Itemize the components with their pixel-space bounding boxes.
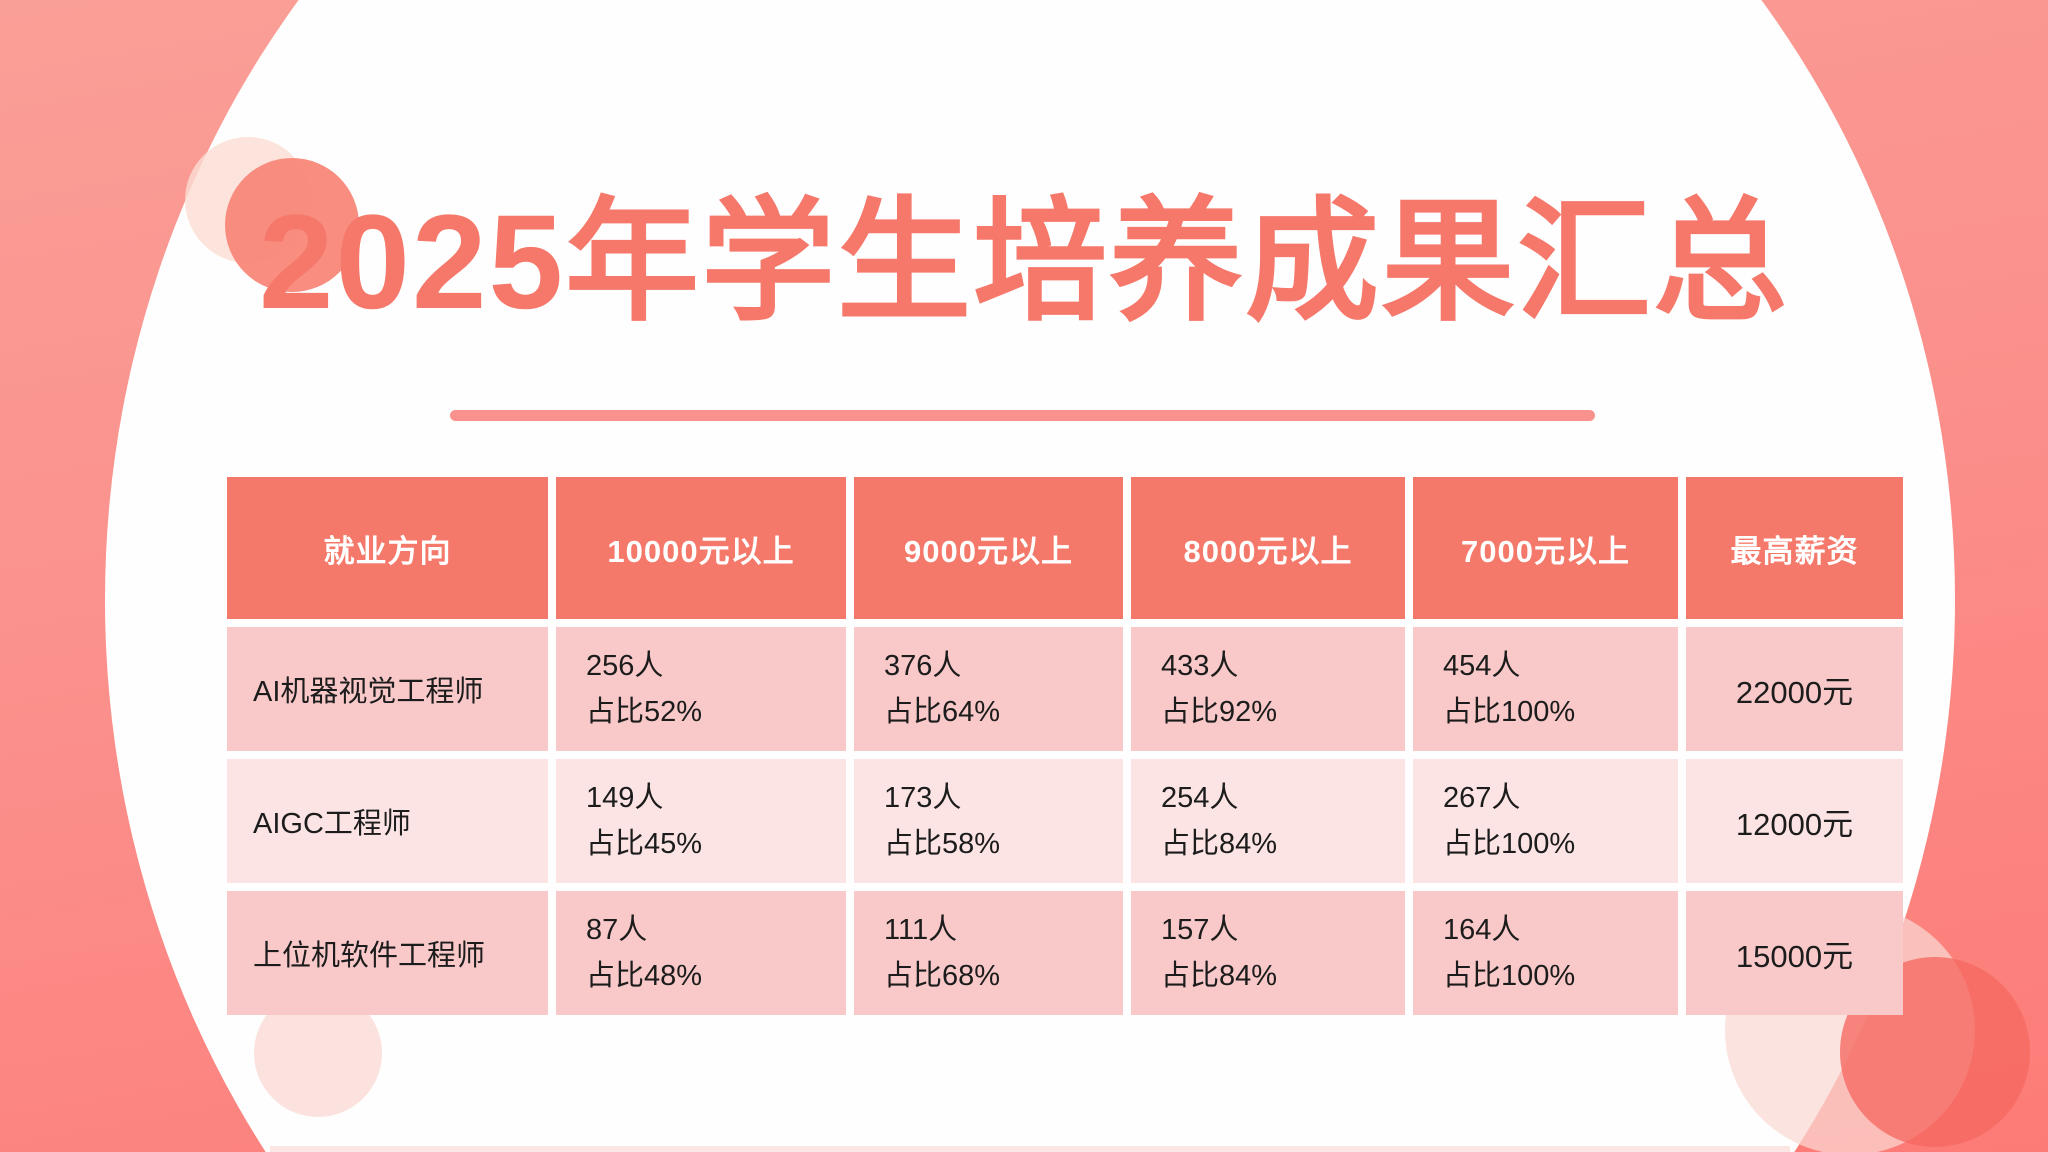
people-count: 376人 bbox=[884, 650, 962, 682]
people-count: 256人 bbox=[586, 650, 664, 682]
people-count: 454人 bbox=[1443, 650, 1521, 682]
people-count: 111人 bbox=[884, 914, 958, 946]
page-title: 2025年学生培养成果汇总 bbox=[258, 188, 1790, 337]
decor-circle-top-left-coral bbox=[225, 158, 359, 292]
people-ratio: 占比52% bbox=[586, 696, 703, 728]
salary-table: 就业方向 10000元以上 9000元以上 8000元以上 7000元以上 最高… bbox=[227, 477, 1903, 1015]
col-header-max-salary: 最高薪资 bbox=[1686, 477, 1903, 619]
people-ratio: 占比45% bbox=[586, 828, 703, 860]
people-ratio: 占比100% bbox=[1443, 828, 1576, 860]
col-header-above-8000: 8000元以上 bbox=[1131, 477, 1405, 619]
people-ratio: 占比68% bbox=[884, 960, 1001, 992]
col-header-above-9000: 9000元以上 bbox=[854, 477, 1123, 619]
people-count: 254人 bbox=[1161, 782, 1239, 814]
cell-above-7000: 164人 占比100% bbox=[1413, 891, 1678, 1015]
people-ratio: 占比100% bbox=[1443, 696, 1576, 728]
col-header-above-10000: 10000元以上 bbox=[556, 477, 846, 619]
cell-max-salary: 22000元 bbox=[1686, 627, 1903, 751]
cell-above-7000: 267人 占比100% bbox=[1413, 759, 1678, 883]
people-ratio: 占比84% bbox=[1161, 960, 1278, 992]
cell-above-8000: 254人 占比84% bbox=[1131, 759, 1405, 883]
cell-above-10000: 149人 占比45% bbox=[556, 759, 846, 883]
cell-above-10000: 256人 占比52% bbox=[556, 627, 846, 751]
cell-max-salary: 12000元 bbox=[1686, 759, 1903, 883]
people-count: 157人 bbox=[1161, 914, 1239, 946]
cell-direction: AI机器视觉工程师 bbox=[227, 627, 548, 751]
people-ratio: 占比58% bbox=[884, 828, 1001, 860]
col-header-above-7000: 7000元以上 bbox=[1413, 477, 1678, 619]
cell-above-9000: 111人 占比68% bbox=[854, 891, 1123, 1015]
people-count: 173人 bbox=[884, 782, 962, 814]
cell-direction: AIGC工程师 bbox=[227, 759, 548, 883]
cell-above-8000: 157人 占比84% bbox=[1131, 891, 1405, 1015]
cell-max-salary: 15000元 bbox=[1686, 891, 1903, 1015]
cell-direction: 上位机软件工程师 bbox=[227, 891, 548, 1015]
people-ratio: 占比64% bbox=[884, 696, 1001, 728]
cell-above-9000: 376人 占比64% bbox=[854, 627, 1123, 751]
people-ratio: 占比100% bbox=[1443, 960, 1576, 992]
people-ratio: 占比48% bbox=[586, 960, 703, 992]
cell-above-9000: 173人 占比58% bbox=[854, 759, 1123, 883]
people-count: 87人 bbox=[586, 914, 648, 946]
people-count: 149人 bbox=[586, 782, 664, 814]
people-ratio: 占比84% bbox=[1161, 828, 1278, 860]
cell-above-7000: 454人 占比100% bbox=[1413, 627, 1678, 751]
decor-bottom-strip bbox=[270, 1146, 1790, 1152]
title-divider bbox=[450, 410, 1595, 421]
people-ratio: 占比92% bbox=[1161, 696, 1278, 728]
cell-above-8000: 433人 占比92% bbox=[1131, 627, 1405, 751]
col-header-direction: 就业方向 bbox=[227, 477, 548, 619]
people-count: 164人 bbox=[1443, 914, 1521, 946]
people-count: 433人 bbox=[1161, 650, 1239, 682]
people-count: 267人 bbox=[1443, 782, 1521, 814]
cell-above-10000: 87人 占比48% bbox=[556, 891, 846, 1015]
